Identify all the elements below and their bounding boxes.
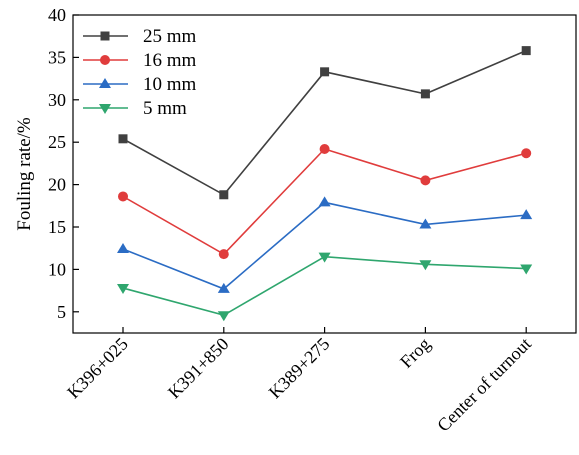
series-layer <box>117 46 533 322</box>
data-point <box>521 46 531 56</box>
y-tick-label: 20 <box>48 175 66 195</box>
legend-marker <box>99 78 111 88</box>
legend: 25 mm 16 mm 10 mm 5 mm <box>83 26 197 119</box>
series-group <box>118 143 532 260</box>
y-axis: 5 10 15 20 25 30 35 40 <box>48 5 79 322</box>
data-point <box>419 260 432 271</box>
legend-marker <box>100 55 110 65</box>
series-group <box>118 46 531 200</box>
data-point <box>319 143 330 154</box>
data-point <box>320 67 330 77</box>
y-tick-label: 5 <box>57 302 66 322</box>
data-point <box>118 191 128 202</box>
x-tick-label: K389+275 <box>265 334 334 403</box>
series-group <box>117 252 533 322</box>
data-point <box>520 264 533 275</box>
data-point <box>521 148 532 159</box>
data-point <box>117 243 129 254</box>
y-tick-label: 30 <box>48 90 66 110</box>
y-axis-label: Fouling rate/% <box>14 117 35 231</box>
data-point <box>419 218 432 229</box>
data-point <box>318 196 331 207</box>
y-tick-label: 40 <box>48 5 66 25</box>
legend-label: 5 mm <box>143 98 187 119</box>
data-point <box>217 282 230 293</box>
x-tick-label: Center of turnout <box>433 334 535 436</box>
legend-label: 25 mm <box>143 26 197 47</box>
series-group <box>117 196 533 293</box>
data-point <box>318 252 331 263</box>
y-tick-label: 15 <box>48 217 66 237</box>
data-point <box>420 89 430 99</box>
legend-marker <box>99 104 111 114</box>
x-tick-label: K396+025 <box>63 334 132 403</box>
data-point <box>219 190 229 200</box>
series-line <box>122 255 527 317</box>
data-point <box>118 134 128 144</box>
legend-marker <box>100 31 110 41</box>
y-tick-label: 35 <box>48 47 66 67</box>
x-tick-label: K391+850 <box>164 334 233 403</box>
data-point <box>218 249 229 260</box>
y-tick-label: 25 <box>48 132 66 152</box>
data-point <box>420 175 431 186</box>
legend-label: 16 mm <box>143 50 197 71</box>
legend-label: 10 mm <box>143 74 197 95</box>
data-point <box>117 284 129 295</box>
y-tick-label: 10 <box>48 259 66 279</box>
data-point <box>520 209 533 220</box>
x-tick-label: Frog <box>396 334 434 372</box>
series-line <box>122 201 527 290</box>
data-point <box>217 311 230 322</box>
